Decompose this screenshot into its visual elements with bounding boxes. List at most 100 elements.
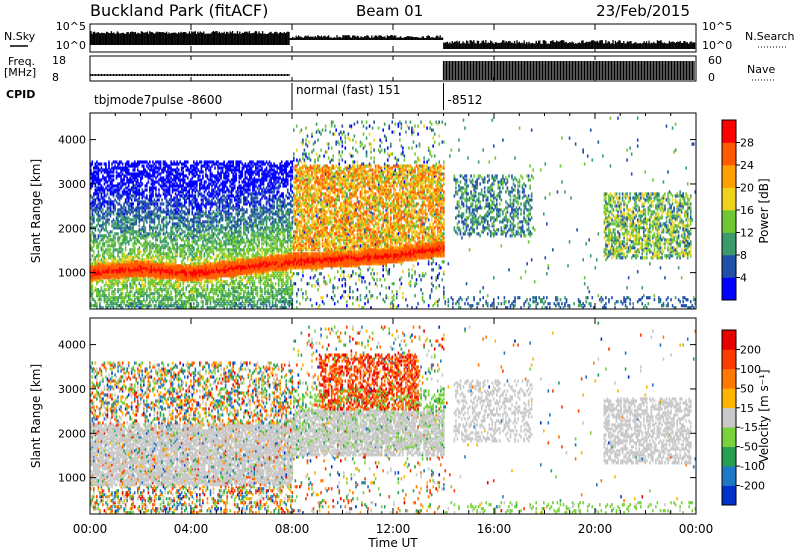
power-cell <box>106 260 109 264</box>
power-cell <box>105 272 107 276</box>
power-cell <box>199 268 201 272</box>
power-cell <box>196 252 198 256</box>
power-cell <box>229 274 231 278</box>
power-cell <box>105 298 107 302</box>
power-cell <box>152 228 154 232</box>
power-cell <box>124 228 127 232</box>
power-cell <box>93 262 95 266</box>
power-cell <box>197 266 200 270</box>
power-cell <box>117 272 119 276</box>
power-cell <box>138 160 141 164</box>
power-cell <box>112 296 115 300</box>
power-cell <box>173 214 175 218</box>
power-cell <box>162 224 165 228</box>
power-cell <box>99 298 101 302</box>
power-cell <box>124 210 127 214</box>
power-cell <box>180 270 183 274</box>
power-cell <box>149 278 151 282</box>
power-cell <box>120 168 122 172</box>
power-cell <box>135 230 138 234</box>
power-cell <box>102 174 104 178</box>
power-cell <box>191 296 194 300</box>
power-cell <box>193 298 195 302</box>
power-cell <box>171 276 174 280</box>
power-cell <box>143 284 145 288</box>
power-cell <box>227 242 230 246</box>
power-cell <box>99 178 101 182</box>
power-cell <box>127 168 130 172</box>
power-cell <box>152 292 154 296</box>
power-cell <box>224 280 227 284</box>
power-cell <box>90 266 92 270</box>
power-cell <box>124 234 127 238</box>
power-cell <box>135 194 138 198</box>
power-cell <box>103 178 106 182</box>
power-cell <box>149 274 151 278</box>
power-cell <box>120 226 122 230</box>
power-cell <box>191 288 194 292</box>
power-cell <box>211 172 213 176</box>
power-cell <box>176 226 178 230</box>
power-cell <box>130 262 133 266</box>
power-cell <box>217 172 219 176</box>
power-cell <box>132 182 135 186</box>
power-cell <box>158 216 160 220</box>
power-cell <box>223 248 225 252</box>
power-cell <box>218 268 221 272</box>
power-cell <box>180 228 183 232</box>
power-cell <box>126 226 128 230</box>
power-cell <box>105 276 107 280</box>
power-cell <box>170 194 172 198</box>
power-cell <box>108 234 110 238</box>
power-cell <box>138 182 141 186</box>
power-cell <box>223 260 225 264</box>
power-cell <box>205 180 207 184</box>
power-cell <box>143 244 145 248</box>
power-cell <box>143 236 145 240</box>
power-cell <box>144 262 147 266</box>
freq-tick-bottom: 8 <box>52 71 59 84</box>
power-cell <box>133 160 136 164</box>
power-cell <box>161 184 163 188</box>
power-cell <box>174 300 177 304</box>
power-cell <box>185 192 188 196</box>
power-cell <box>132 190 135 194</box>
power-cell <box>211 178 213 182</box>
power-cell <box>197 212 200 216</box>
power-cell <box>143 252 145 256</box>
power-cell <box>105 306 107 309</box>
power-cell <box>96 266 98 270</box>
power-cell <box>226 266 228 270</box>
power-cell <box>124 274 127 278</box>
power-cell <box>224 282 227 286</box>
power-cell <box>183 292 186 296</box>
power-cell <box>150 256 153 260</box>
power-cell <box>123 238 125 242</box>
power-cell <box>136 198 139 202</box>
power-cell <box>182 192 185 196</box>
power-cell <box>146 272 148 276</box>
power-cell <box>100 286 103 290</box>
power-cell <box>185 164 188 168</box>
power-cell <box>215 204 218 208</box>
power-cell <box>224 182 227 186</box>
power-cell <box>182 264 185 268</box>
power-cell <box>121 268 124 272</box>
power-cell <box>118 236 121 240</box>
power-cell <box>103 256 106 260</box>
power-cell <box>215 290 218 294</box>
power-cell <box>202 176 204 180</box>
power-cell <box>159 306 162 309</box>
power-cell <box>199 222 201 226</box>
power-cell <box>206 284 209 288</box>
power-cell <box>146 294 148 298</box>
power-cell <box>227 266 230 270</box>
power-cell <box>102 268 104 272</box>
power-cell <box>102 270 104 274</box>
power-cell <box>199 264 201 268</box>
power-cell <box>96 212 98 216</box>
power-cell <box>127 196 130 200</box>
power-cell <box>152 164 154 168</box>
power-cell <box>167 234 169 238</box>
power-cell <box>158 300 160 304</box>
